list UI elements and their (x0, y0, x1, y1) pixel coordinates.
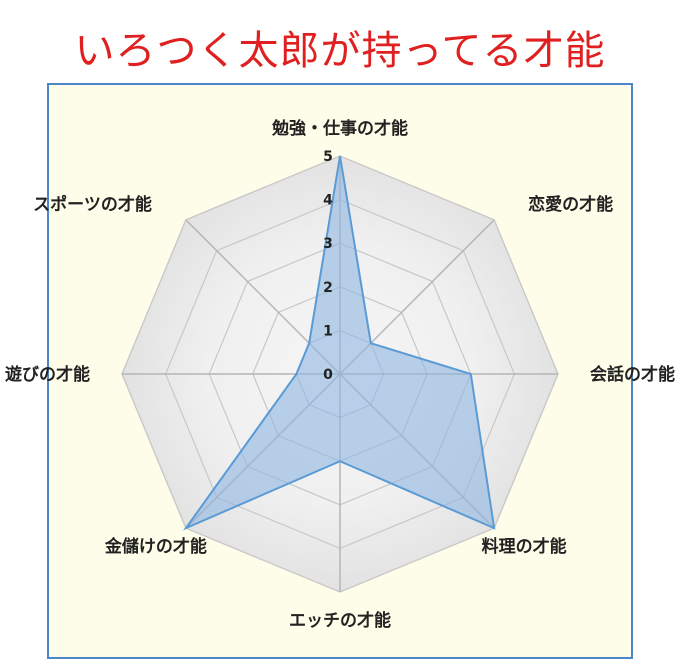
radar-category-label: 金儲けの才能 (104, 536, 207, 557)
radar-category-label: スポーツの才能 (33, 194, 152, 215)
radar-category-label: 勉強・仕事の才能 (271, 118, 408, 139)
radar-category-label: 恋愛の才能 (528, 194, 613, 215)
radar-category-label: 会話の才能 (590, 364, 675, 385)
radar-category-label: 料理の才能 (482, 536, 567, 557)
radar-tick-label: 1 (323, 323, 333, 339)
radar-category-label: エッチの才能 (289, 610, 391, 631)
radar-tick-label: 0 (323, 367, 333, 383)
chart-title: いろつく太郎が持ってる才能 (74, 28, 606, 74)
radar-tick-label: 2 (323, 280, 333, 296)
radar-tick-label: 4 (323, 193, 333, 209)
radar-tick-label: 5 (323, 149, 333, 165)
radar-tick-label: 3 (323, 236, 333, 252)
radar-category-label: 遊びの才能 (5, 364, 90, 385)
radar-series-area (182, 155, 496, 531)
